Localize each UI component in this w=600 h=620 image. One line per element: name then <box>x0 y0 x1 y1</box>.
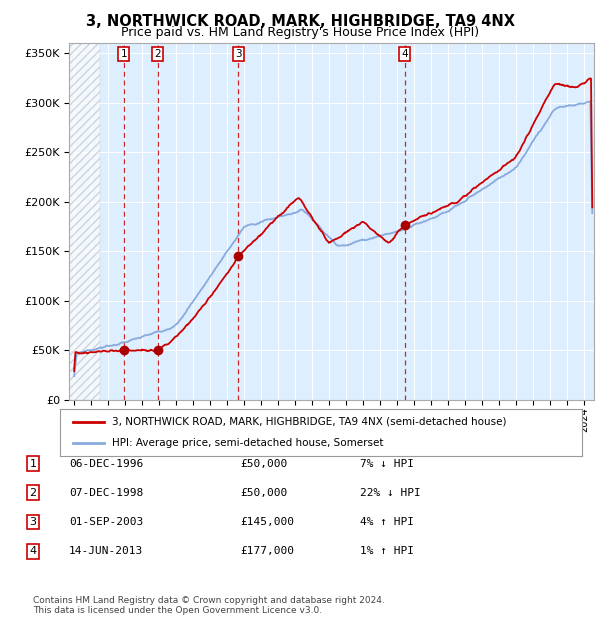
Text: 3, NORTHWICK ROAD, MARK, HIGHBRIDGE, TA9 4NX (semi-detached house): 3, NORTHWICK ROAD, MARK, HIGHBRIDGE, TA9… <box>112 417 506 427</box>
Text: Contains HM Land Registry data © Crown copyright and database right 2024.
This d: Contains HM Land Registry data © Crown c… <box>33 596 385 615</box>
Text: 4% ↑ HPI: 4% ↑ HPI <box>360 517 414 527</box>
Text: 22% ↓ HPI: 22% ↓ HPI <box>360 488 421 498</box>
Text: £145,000: £145,000 <box>240 517 294 527</box>
Text: 1: 1 <box>29 459 37 469</box>
Text: 14-JUN-2013: 14-JUN-2013 <box>69 546 143 556</box>
Text: £50,000: £50,000 <box>240 488 287 498</box>
Text: 1% ↑ HPI: 1% ↑ HPI <box>360 546 414 556</box>
Text: 2: 2 <box>154 49 161 59</box>
Text: 7% ↓ HPI: 7% ↓ HPI <box>360 459 414 469</box>
Text: 06-DEC-1996: 06-DEC-1996 <box>69 459 143 469</box>
Text: 3: 3 <box>29 517 37 527</box>
Text: £177,000: £177,000 <box>240 546 294 556</box>
Text: £50,000: £50,000 <box>240 459 287 469</box>
Text: 4: 4 <box>401 49 408 59</box>
Bar <box>69 43 100 400</box>
Text: 01-SEP-2003: 01-SEP-2003 <box>69 517 143 527</box>
Text: 1: 1 <box>121 49 127 59</box>
Text: 07-DEC-1998: 07-DEC-1998 <box>69 488 143 498</box>
Text: 2: 2 <box>29 488 37 498</box>
Text: 4: 4 <box>29 546 37 556</box>
Text: Price paid vs. HM Land Registry's House Price Index (HPI): Price paid vs. HM Land Registry's House … <box>121 26 479 39</box>
Text: 3: 3 <box>235 49 242 59</box>
Text: HPI: Average price, semi-detached house, Somerset: HPI: Average price, semi-detached house,… <box>112 438 384 448</box>
Text: 3, NORTHWICK ROAD, MARK, HIGHBRIDGE, TA9 4NX: 3, NORTHWICK ROAD, MARK, HIGHBRIDGE, TA9… <box>86 14 515 29</box>
